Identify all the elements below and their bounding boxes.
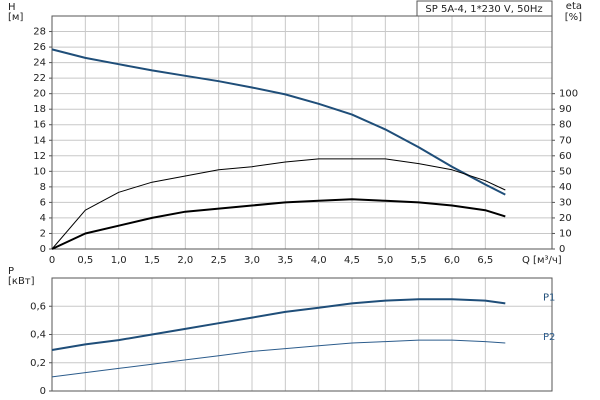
y2-tick-label: 10 <box>559 228 572 239</box>
y-tick-label: 0 <box>40 386 46 397</box>
y-tick-label: 0,4 <box>30 330 46 341</box>
series-line <box>51 198 506 250</box>
x-tick-label: 2,0 <box>177 255 193 266</box>
y-tick-label: 12 <box>33 151 46 162</box>
y2-tick-label: 30 <box>559 197 572 208</box>
y2-tick-label: 50 <box>559 166 572 177</box>
title-box <box>416 0 553 17</box>
y-axis-unit: [кВт] <box>8 276 35 287</box>
chart-title: SP 5A-4, 1*230 V, 50Hz <box>425 4 542 15</box>
x-tick-label: 0 <box>49 255 55 266</box>
y-tick-label: 0,6 <box>30 301 46 312</box>
y-axis-label: H <box>8 2 16 13</box>
x-tick-label: 3,0 <box>244 255 260 266</box>
y-tick-label: 0,2 <box>30 358 46 369</box>
y2-tick-label: 20 <box>559 213 572 224</box>
y-tick-label: 18 <box>33 104 46 115</box>
y-tick-label: 8 <box>40 182 46 193</box>
y2-tick-label: 70 <box>559 135 572 146</box>
x-tick-label: 4,5 <box>344 255 360 266</box>
y2-axis-unit: [%] <box>565 12 582 23</box>
y2-axis-label: eta <box>566 1 582 12</box>
x-tick-label: 6,5 <box>477 255 493 266</box>
y-tick-label: 2 <box>40 228 46 239</box>
y2-tick-label: 80 <box>559 120 572 131</box>
x-tick-label: 3,5 <box>277 255 293 266</box>
y-tick-label: 14 <box>33 135 46 146</box>
y-tick-label: 10 <box>33 166 46 177</box>
y-tick-label: 0 <box>40 244 46 255</box>
y-tick-label: 22 <box>33 73 46 84</box>
y-tick-label: 28 <box>33 27 46 38</box>
y-tick-label: 26 <box>33 42 46 53</box>
x-tick-label: 0,5 <box>77 255 93 266</box>
y-tick-label: 6 <box>40 197 46 208</box>
x-tick-label: 1,0 <box>111 255 127 266</box>
x-tick-label: 1,5 <box>144 255 160 266</box>
series-line <box>51 48 506 196</box>
y2-tick-label: 60 <box>559 151 572 162</box>
x-tick-label: 6,0 <box>444 255 460 266</box>
plot-frame <box>51 277 553 392</box>
x-tick-label: 2,5 <box>211 255 227 266</box>
y2-tick-label: 90 <box>559 104 572 115</box>
x-tick-label: 4,0 <box>311 255 327 266</box>
series-line <box>51 298 506 351</box>
y2-tick-label: 0 <box>559 244 565 255</box>
x-tick-label: 5,5 <box>411 255 427 266</box>
x-tick-label: 5,0 <box>377 255 393 266</box>
series-line <box>51 339 506 378</box>
y-axis-label: P <box>8 266 14 277</box>
y2-tick-label: 40 <box>559 182 572 193</box>
y-tick-label: 16 <box>33 120 46 131</box>
y-tick-label: 24 <box>33 58 46 69</box>
series-label: P1 <box>543 292 555 303</box>
y-tick-label: 20 <box>33 89 46 100</box>
series-label: P2 <box>543 332 555 343</box>
plot-frame <box>51 15 553 250</box>
y2-tick-label: 100 <box>559 89 578 100</box>
x-axis-label: Q [м³/ч] <box>522 255 562 266</box>
y-tick-label: 4 <box>40 213 46 224</box>
series-line <box>51 158 506 250</box>
y-axis-unit: [м] <box>8 12 23 23</box>
